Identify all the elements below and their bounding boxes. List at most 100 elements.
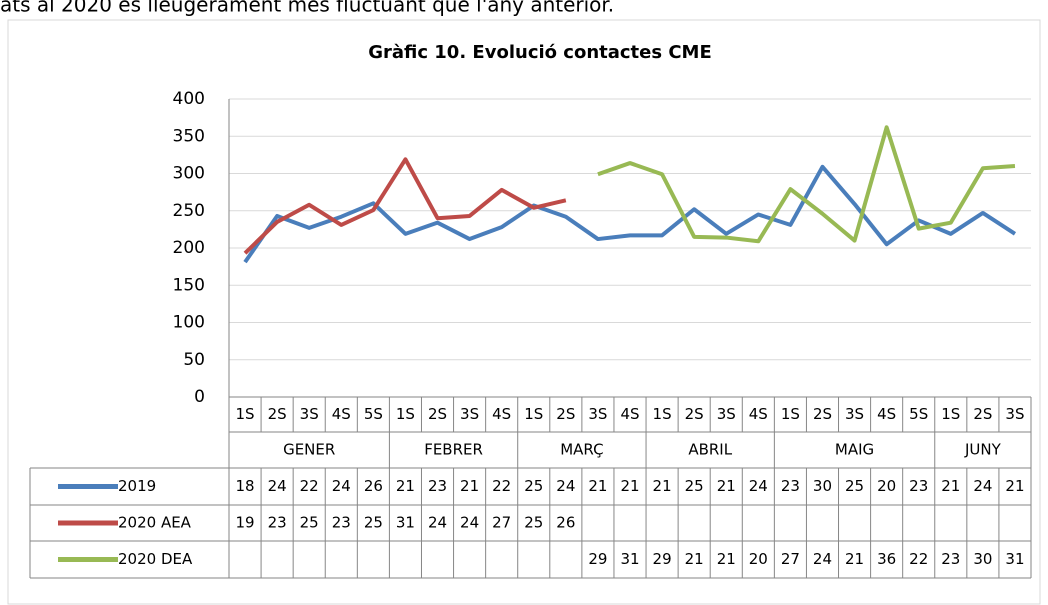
y-tick-label: 300: [173, 164, 205, 184]
y-tick-label: 0: [194, 387, 205, 407]
y-tick-label: 50: [183, 350, 205, 370]
data-label: 24: [813, 550, 832, 568]
x-tick-label: 4S: [492, 405, 511, 423]
data-label: 31: [1005, 550, 1024, 568]
chart-border: [7, 19, 1041, 605]
legend-label: 2019: [118, 477, 156, 495]
data-label: 30: [973, 550, 992, 568]
series-line: [243, 164, 1017, 264]
x-tick-label: 2S: [813, 405, 832, 423]
series-line: [597, 125, 1016, 244]
data-label: 19: [235, 514, 254, 532]
y-tick-label: 400: [173, 89, 205, 109]
data-label: 30: [813, 477, 832, 495]
x-tick-label: 3S: [588, 405, 607, 423]
data-label: 24: [460, 514, 479, 532]
data-label: 23: [781, 477, 800, 495]
y-tick-label: 200: [173, 238, 205, 258]
data-label: 25: [364, 514, 383, 532]
data-label: 21: [717, 550, 736, 568]
data-label: 21: [653, 477, 672, 495]
data-label: 29: [653, 550, 672, 568]
x-tick-label: 1S: [396, 405, 415, 423]
data-label: 24: [268, 477, 287, 495]
series-line: [243, 157, 567, 255]
data-label: 23: [268, 514, 287, 532]
data-label: 27: [492, 514, 511, 532]
x-tick-label: 5S: [909, 405, 928, 423]
x-tick-label: 3S: [300, 405, 319, 423]
data-label: 23: [909, 477, 928, 495]
data-label: 24: [556, 477, 575, 495]
data-label: 22: [300, 477, 319, 495]
y-tick-label: 350: [173, 126, 205, 146]
x-tick-label: 4S: [332, 405, 351, 423]
data-label: 31: [620, 550, 639, 568]
data-label: 36: [877, 550, 896, 568]
data-label: 25: [300, 514, 319, 532]
chart-title: Gràfic 10. Evolució contactes CME: [368, 42, 712, 63]
x-tick-label: 2S: [268, 405, 287, 423]
x-tick-label: 3S: [845, 405, 864, 423]
data-label: 21: [717, 477, 736, 495]
data-label: 24: [749, 477, 768, 495]
x-tick-label: 1S: [236, 405, 255, 423]
data-label: 20: [877, 477, 896, 495]
group-label: ABRIL: [688, 441, 732, 459]
data-label: 24: [332, 477, 351, 495]
x-tick-label: 3S: [717, 405, 736, 423]
x-tick-label: 1S: [781, 405, 800, 423]
data-label: 24: [428, 514, 447, 532]
data-label: 23: [428, 477, 447, 495]
data-label: 25: [845, 477, 864, 495]
x-tick-label: 5S: [364, 405, 383, 423]
data-label: 25: [524, 514, 543, 532]
data-label: 21: [941, 477, 960, 495]
data-label: 21: [1005, 477, 1024, 495]
x-tick-label: 3S: [460, 405, 479, 423]
x-tick-label: 4S: [877, 405, 896, 423]
x-tick-label: 3S: [1005, 405, 1024, 423]
x-tick-label: 2S: [973, 405, 992, 423]
data-label: 29: [588, 550, 607, 568]
data-label: 20: [749, 550, 768, 568]
x-tick-label: 2S: [685, 405, 704, 423]
data-label: 25: [685, 477, 704, 495]
header-text: ats al 2020 és lleugerament més fluctuan…: [0, 0, 614, 17]
data-label: 26: [364, 477, 383, 495]
data-label: 21: [620, 477, 639, 495]
group-label: GENER: [283, 441, 335, 459]
data-label: 25: [524, 477, 543, 495]
group-label: JUNY: [964, 441, 1002, 459]
y-tick-label: 150: [173, 275, 205, 295]
legend-label: 2020 DEA: [118, 550, 193, 568]
data-label: 21: [685, 550, 704, 568]
data-label: 21: [396, 477, 415, 495]
data-label: 31: [396, 514, 415, 532]
data-label: 21: [460, 477, 479, 495]
x-tick-label: 2S: [556, 405, 575, 423]
data-label: 23: [332, 514, 351, 532]
x-tick-label: 1S: [941, 405, 960, 423]
group-label: MARÇ: [560, 441, 603, 459]
group-label: MAIG: [835, 441, 874, 459]
x-tick-label: 1S: [653, 405, 672, 423]
data-label: 22: [909, 550, 928, 568]
data-label: 27: [781, 550, 800, 568]
data-label: 23: [941, 550, 960, 568]
data-label: 22: [492, 477, 511, 495]
y-tick-label: 250: [173, 201, 205, 221]
group-label: FEBRER: [424, 441, 483, 459]
x-tick-label: 2S: [428, 405, 447, 423]
data-label: 21: [845, 550, 864, 568]
y-tick-label: 100: [173, 313, 205, 333]
x-tick-label: 4S: [749, 405, 768, 423]
data-label: 21: [588, 477, 607, 495]
data-label: 26: [556, 514, 575, 532]
x-tick-label: 4S: [620, 405, 639, 423]
x-tick-label: 1S: [524, 405, 543, 423]
legend-label: 2020 AEA: [118, 514, 192, 532]
data-label: 18: [235, 477, 254, 495]
data-label: 24: [973, 477, 992, 495]
